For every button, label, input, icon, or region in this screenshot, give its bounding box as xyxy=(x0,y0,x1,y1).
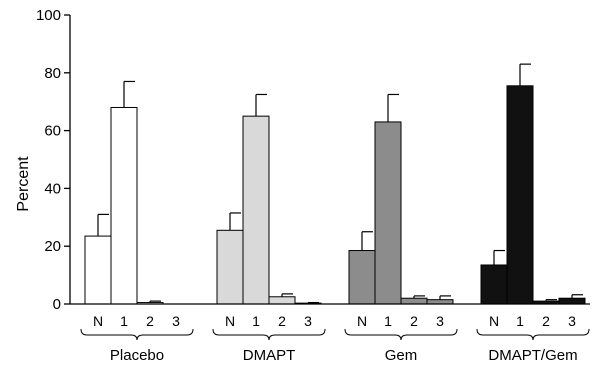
group-label: DMAPT/Gem xyxy=(488,347,577,364)
group-label: Placebo xyxy=(110,347,164,364)
category-label: 2 xyxy=(410,313,418,329)
y-axis: 0 20 40 60 80 100 xyxy=(36,7,71,313)
bar xyxy=(110,106,138,305)
category-label: 2 xyxy=(278,313,286,329)
bar-group-dmapt-gem xyxy=(480,63,586,305)
bar-group-placebo xyxy=(84,80,164,305)
category-label: 1 xyxy=(384,313,392,329)
category-label: 2 xyxy=(542,313,550,329)
y-axis-title: Percent xyxy=(15,156,32,212)
category-label: 3 xyxy=(568,313,576,329)
category-label: 3 xyxy=(436,313,444,329)
y-tick-label: 100 xyxy=(36,7,61,24)
bar xyxy=(348,250,376,305)
bar xyxy=(400,297,428,305)
bar xyxy=(242,115,270,305)
bar xyxy=(268,296,296,305)
category-label: 3 xyxy=(172,313,180,329)
bar xyxy=(84,235,112,305)
group-bracket xyxy=(80,328,194,341)
category-label: 2 xyxy=(146,313,154,329)
bar xyxy=(426,299,454,305)
group-label: Gem xyxy=(385,347,418,364)
x-axis-labels: N 1 2 3 Placebo N 1 2 3 DMAPT N 1 2 3 Gem N 1 2 3 DMAPT/Gem xyxy=(80,313,590,364)
y-tick-label: 80 xyxy=(44,65,61,82)
group-bracket xyxy=(212,328,326,341)
y-tick-label: 0 xyxy=(53,296,61,313)
category-label: 3 xyxy=(304,313,312,329)
category-label: 1 xyxy=(120,313,128,329)
category-label: N xyxy=(489,313,499,329)
bar-group-dmapt xyxy=(216,93,322,305)
category-label: N xyxy=(225,313,235,329)
bar xyxy=(506,85,534,305)
y-tick-label: 20 xyxy=(44,238,61,255)
category-label: 1 xyxy=(252,313,260,329)
y-tick-label: 60 xyxy=(44,123,61,140)
bar-groups xyxy=(70,63,590,305)
bar xyxy=(558,297,586,305)
bar xyxy=(216,229,244,305)
bar xyxy=(480,264,508,305)
group-label: DMAPT xyxy=(243,347,296,364)
group-bracket xyxy=(344,328,458,341)
category-label: N xyxy=(357,313,367,329)
group-bracket xyxy=(476,328,590,341)
category-label: N xyxy=(93,313,103,329)
bar xyxy=(374,121,402,305)
bar-group-gem xyxy=(348,93,454,305)
y-tick-label: 40 xyxy=(44,180,61,197)
category-label: 1 xyxy=(516,313,524,329)
